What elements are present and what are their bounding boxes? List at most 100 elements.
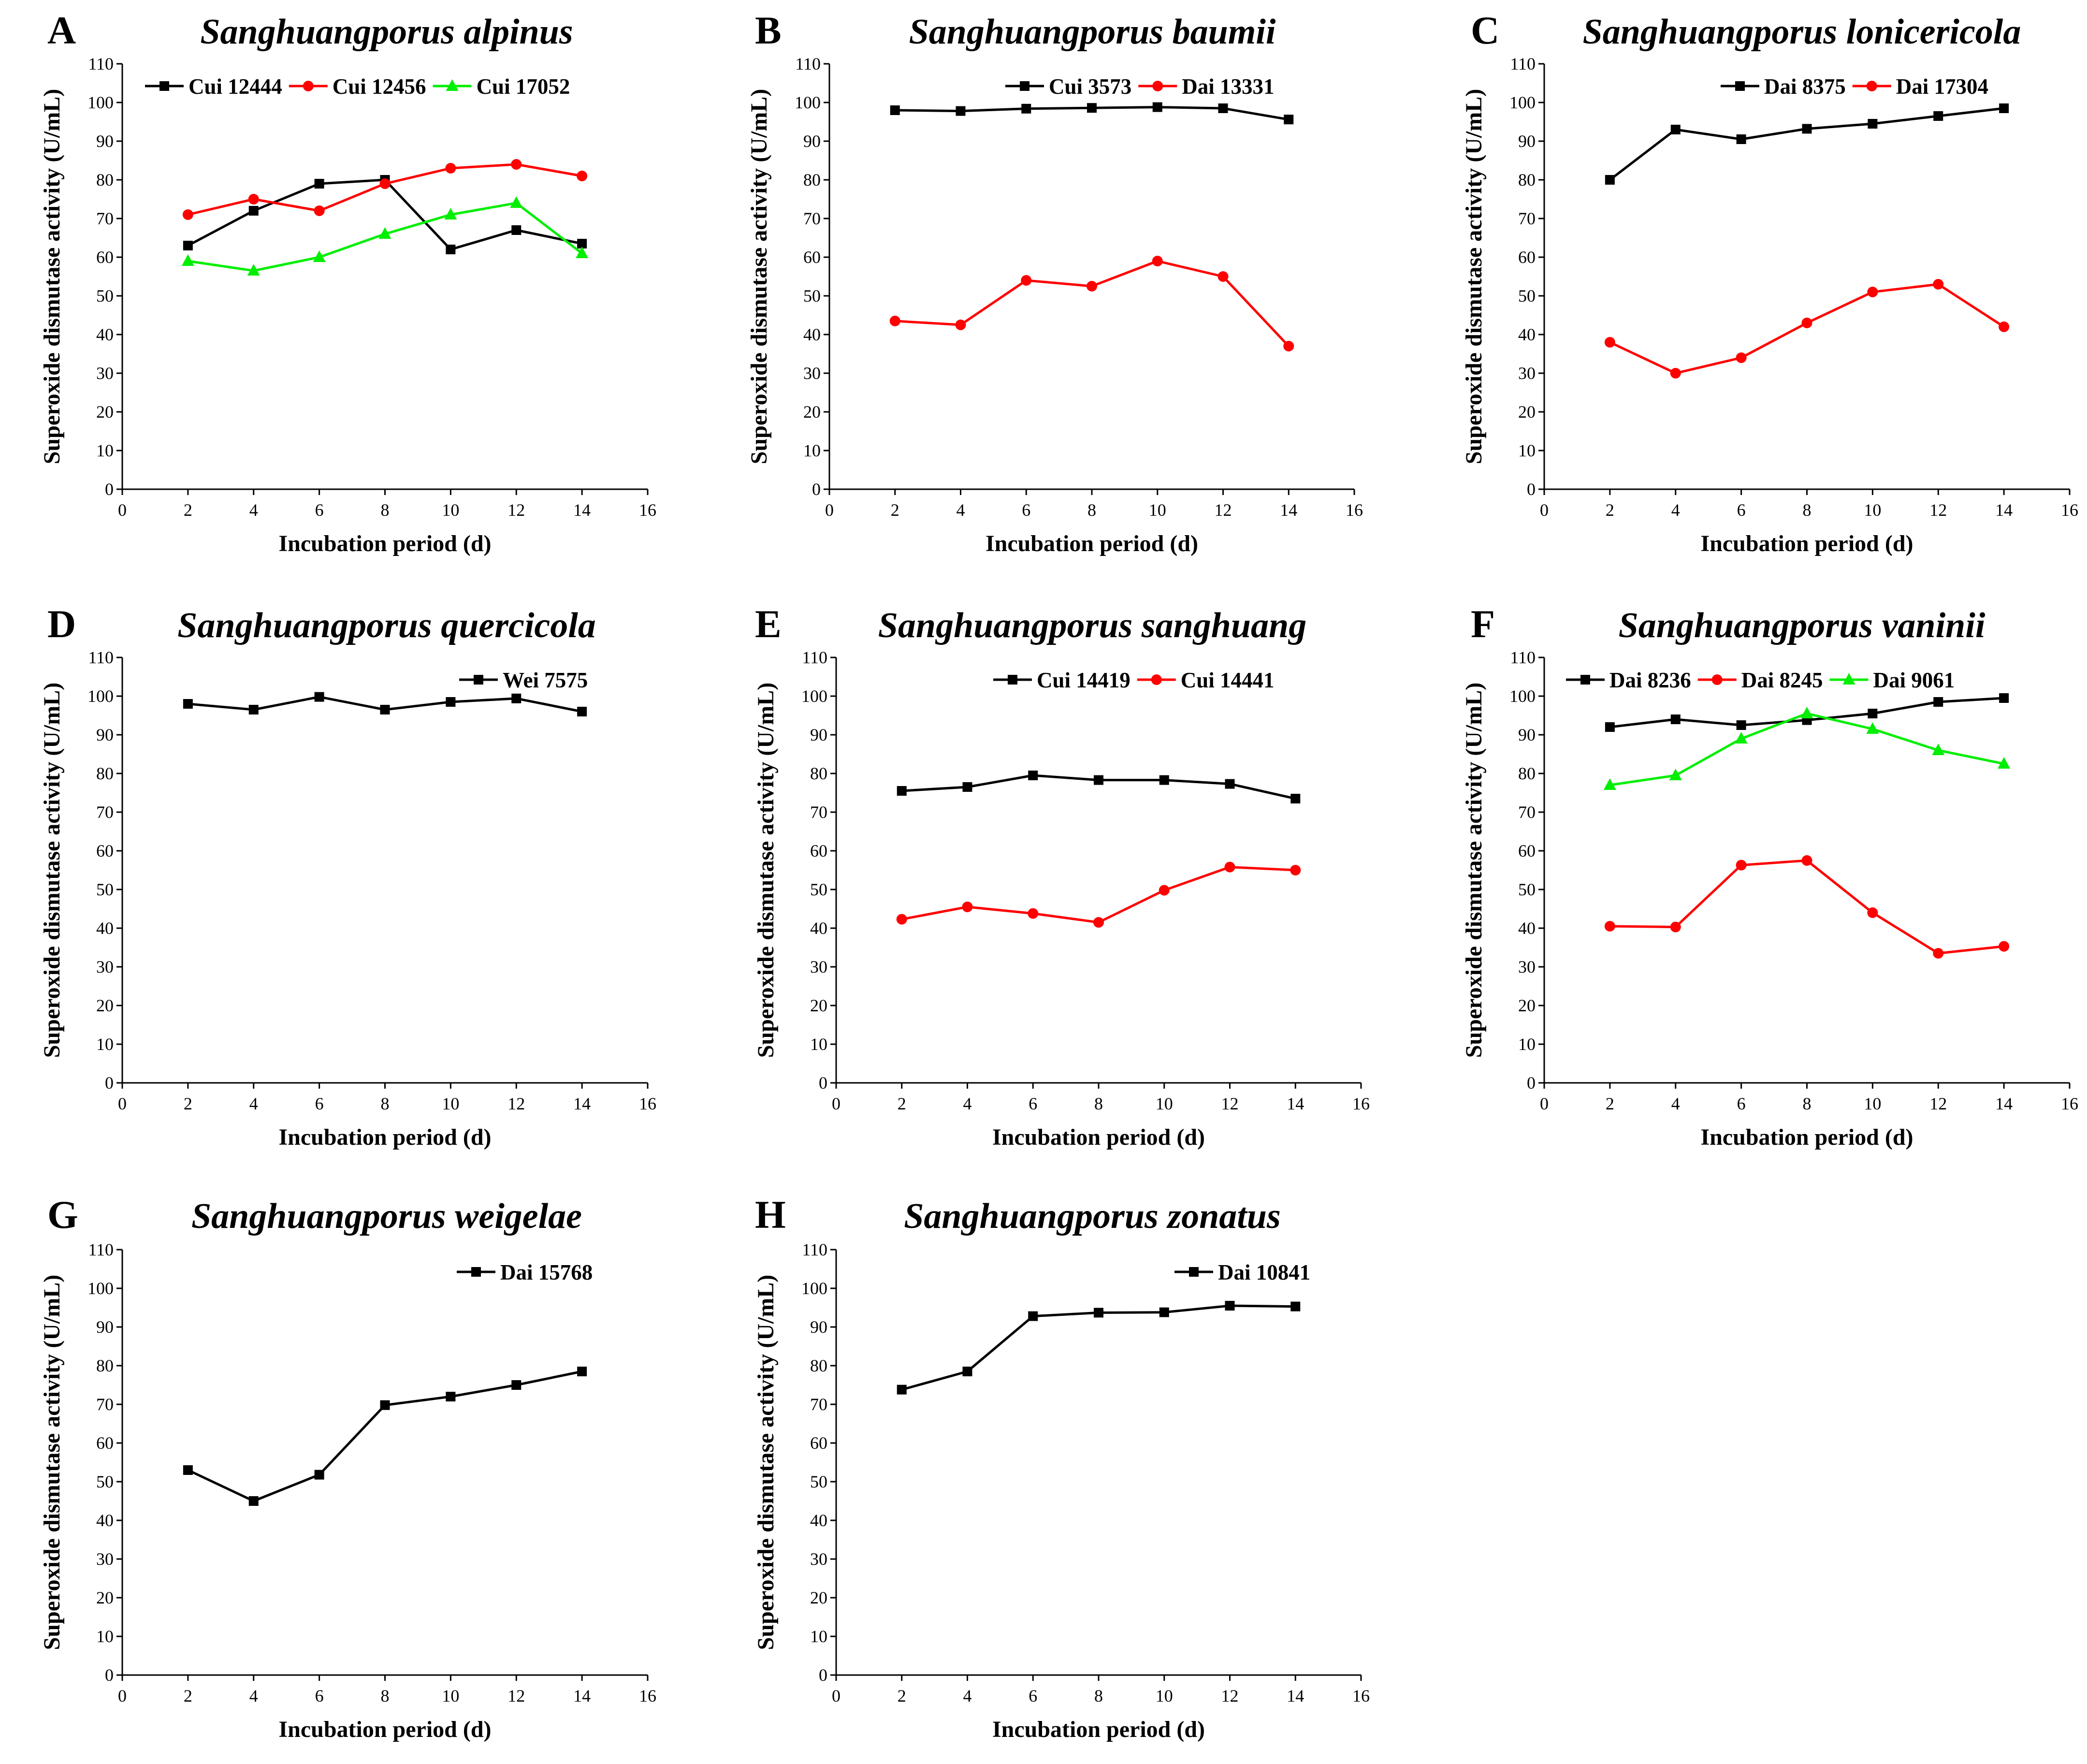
y-tick-label: 90: [96, 1317, 114, 1337]
x-tick-label: 12: [507, 500, 525, 520]
legend-marker: [1711, 674, 1723, 685]
x-tick-label: 2: [898, 1686, 906, 1706]
data-point: [1290, 865, 1301, 875]
data-point: [313, 250, 326, 262]
y-tick-label: 80: [810, 1356, 827, 1375]
data-point: [1999, 103, 2009, 113]
series-dai-9061: [1603, 707, 2011, 790]
x-axis-title: Incubation period (d): [278, 531, 491, 556]
x-tick-label: 12: [507, 1686, 525, 1706]
data-point: [1284, 115, 1294, 125]
panel-letter: G: [47, 1193, 78, 1237]
x-tick-label: 4: [249, 500, 258, 520]
series-line: [895, 260, 1290, 347]
data-point: [314, 179, 324, 189]
y-tick-label: 80: [96, 170, 114, 190]
x-tick-label: 6: [315, 1094, 324, 1113]
y-tick-label: 70: [810, 802, 827, 822]
data-point: [446, 245, 456, 254]
data-point: [1094, 775, 1103, 785]
y-tick-label: 50: [810, 880, 827, 899]
y-tick-label: 40: [803, 325, 821, 344]
y-axis-title: Superoxide dismutase activity (U/mL): [746, 89, 772, 464]
x-tick-label: 6: [1737, 1094, 1746, 1113]
y-tick-label: 80: [803, 170, 821, 190]
y-tick-label: 40: [810, 1511, 827, 1530]
x-tick-label: 8: [1803, 500, 1812, 520]
series-cui-14441: [896, 861, 1301, 928]
legend-label: Dai 8375: [1764, 74, 1846, 99]
chart-panel-c: C Sanghuangporus lonicericola010203040506…: [1461, 8, 2078, 556]
y-tick-label: 80: [1518, 764, 1536, 783]
y-tick-label: 110: [88, 1240, 114, 1259]
x-tick-label: 10: [1149, 500, 1166, 520]
y-tick-label: 10: [810, 1627, 827, 1646]
x-tick-label: 14: [573, 500, 591, 520]
x-tick-label: 16: [2061, 500, 2078, 520]
legend-marker: [1866, 81, 1877, 91]
series-wei-7575: [183, 692, 587, 716]
x-tick-label: 16: [639, 1686, 656, 1706]
panel-title: Sanghuangporus quercicola: [177, 606, 596, 645]
x-tick-label: 0: [832, 1094, 841, 1113]
y-tick-label: 10: [1518, 441, 1536, 460]
y-tick-label: 20: [96, 996, 114, 1015]
y-tick-label: 110: [88, 54, 114, 73]
legend-label: Dai 8245: [1741, 668, 1823, 692]
y-tick-label: 90: [1518, 725, 1536, 744]
data-point: [181, 254, 194, 266]
data-point: [248, 206, 259, 216]
y-tick-label: 40: [96, 918, 114, 938]
y-tick-label: 100: [87, 1279, 114, 1298]
x-tick-label: 14: [1287, 1094, 1304, 1113]
x-tick-label: 4: [1671, 1094, 1680, 1113]
x-tick-label: 14: [1995, 1094, 2013, 1113]
data-point: [379, 178, 391, 189]
data-point: [1802, 124, 1812, 134]
panel-title: Sanghuangporus baumii: [909, 12, 1276, 52]
x-tick-label: 6: [315, 1686, 324, 1706]
y-tick-label: 60: [810, 841, 827, 860]
y-tick-label: 20: [1518, 402, 1536, 422]
data-point: [1999, 321, 2010, 332]
y-tick-label: 60: [96, 1433, 114, 1453]
series-cui-12456: [182, 159, 588, 220]
x-tick-label: 16: [2061, 1094, 2078, 1113]
y-tick-label: 50: [96, 880, 114, 899]
x-axis-title: Incubation period (d): [992, 1124, 1205, 1150]
series-line: [1609, 107, 2004, 181]
y-tick-label: 100: [1509, 686, 1536, 706]
y-tick-label: 50: [803, 286, 821, 306]
x-tick-label: 16: [1352, 1094, 1370, 1113]
x-tick-label: 12: [1929, 1094, 1947, 1113]
legend-marker: [159, 81, 169, 91]
x-tick-label: 10: [1156, 1686, 1173, 1706]
y-tick-label: 0: [819, 1665, 827, 1685]
x-tick-label: 0: [1540, 500, 1549, 520]
legend-marker: [303, 81, 314, 91]
y-tick-label: 20: [803, 402, 821, 422]
panel-letter: C: [1471, 8, 1499, 52]
y-tick-label: 40: [810, 918, 827, 938]
data-point: [1736, 352, 1747, 363]
x-tick-label: 8: [1094, 1686, 1103, 1706]
series-line: [1609, 859, 2004, 955]
y-tick-label: 40: [96, 1511, 114, 1530]
x-tick-label: 16: [1352, 1686, 1370, 1706]
data-point: [1093, 917, 1104, 928]
y-tick-label: 100: [87, 686, 114, 706]
x-tick-label: 6: [1737, 500, 1746, 520]
data-point: [183, 1465, 193, 1475]
legend-marker: [471, 1267, 481, 1277]
y-axis-title: Superoxide dismutase activity (U/mL): [753, 1275, 779, 1650]
data-point: [314, 205, 325, 216]
data-point: [577, 1367, 587, 1376]
legend-label: Dai 8236: [1609, 668, 1691, 692]
panel-letter: B: [755, 8, 782, 52]
data-point: [1218, 103, 1228, 113]
data-point: [183, 699, 193, 709]
data-point: [1932, 744, 1945, 755]
x-tick-label: 14: [573, 1094, 591, 1113]
panel-letter: D: [47, 602, 76, 646]
y-tick-label: 80: [96, 1356, 114, 1375]
